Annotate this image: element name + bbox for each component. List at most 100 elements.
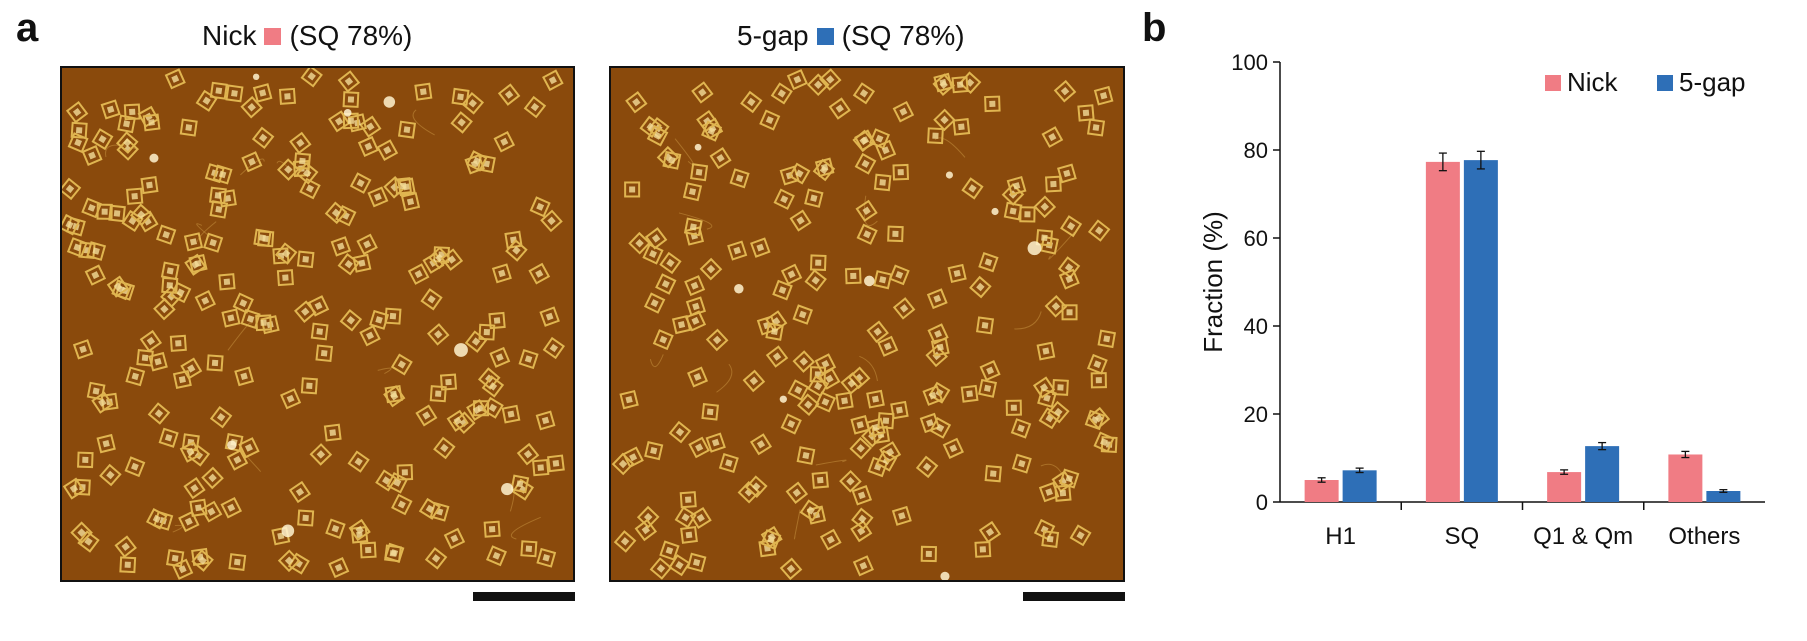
origami-tile <box>809 254 827 271</box>
origami-tile <box>252 83 273 103</box>
origami-tile <box>287 552 310 575</box>
origami-tile <box>684 275 706 297</box>
origami-tile <box>520 540 538 558</box>
panel-label-a: a <box>16 6 39 50</box>
origami-tile <box>169 281 192 304</box>
origami-tile <box>188 253 208 274</box>
origami-tile <box>195 89 218 112</box>
origami-tile <box>328 557 350 579</box>
bar <box>1425 161 1460 502</box>
origami-tile <box>659 540 680 561</box>
origami-tile <box>424 547 448 570</box>
origami-tile <box>540 209 563 233</box>
origami-tile <box>278 87 296 105</box>
origami-tile <box>828 97 851 120</box>
origami-tile <box>942 437 964 459</box>
origami-tile <box>91 391 114 414</box>
origami-tile <box>644 441 664 461</box>
origami-tile <box>701 403 719 421</box>
origami-tile <box>855 199 878 222</box>
origami-tile <box>542 69 564 92</box>
origami-tile <box>984 95 1001 113</box>
origami-tile <box>323 423 342 442</box>
legend-swatch <box>1545 75 1561 91</box>
origami-tile <box>158 427 179 448</box>
origami-tile <box>67 132 89 154</box>
origami-tile <box>339 309 363 332</box>
origami-tile <box>209 81 228 100</box>
origami-tile <box>481 375 505 398</box>
origami-tile <box>1069 524 1092 547</box>
origami-tile <box>183 477 206 500</box>
origami-tile <box>414 82 433 101</box>
origami-tile <box>690 163 709 182</box>
origami-tile <box>72 339 94 360</box>
origami-tile <box>359 324 381 347</box>
legend-swatch <box>1657 75 1673 91</box>
origami-tile <box>226 449 249 471</box>
origami-tile <box>856 223 878 245</box>
origami-tile <box>429 385 447 403</box>
origami-tile <box>542 336 565 360</box>
origami-tile <box>1005 399 1022 416</box>
origami-tile <box>879 441 902 464</box>
origami-tile <box>164 68 186 90</box>
origami-tile <box>532 458 550 477</box>
origami-tile <box>866 320 889 343</box>
legend-label: 5-gap <box>1679 67 1746 97</box>
origami-tile <box>348 518 371 542</box>
origami-tile <box>686 552 707 573</box>
origami-tile <box>685 296 707 317</box>
origami-tile <box>978 378 998 398</box>
origami-tile <box>1077 104 1095 122</box>
origami-tile <box>786 68 808 91</box>
origami-tile <box>384 384 403 404</box>
origami-tile <box>789 209 812 232</box>
origami-tile <box>529 196 551 218</box>
nick-color-swatch <box>264 27 282 45</box>
origami-tile <box>337 70 361 93</box>
origami-tile <box>760 529 782 551</box>
origami-tile <box>854 152 877 175</box>
origami-tile <box>770 82 793 105</box>
origami-tile <box>792 304 813 325</box>
origami-tile <box>849 437 873 460</box>
origami-tile <box>1010 418 1032 439</box>
origami-tile <box>225 84 244 103</box>
origami-tile <box>740 90 763 114</box>
origami-tile <box>792 350 816 373</box>
origami-tile <box>114 535 137 558</box>
origami-tile <box>852 82 876 105</box>
origami-tile <box>126 187 144 205</box>
origami-tile <box>415 404 438 427</box>
origami-tile <box>662 150 682 170</box>
origami-tile <box>117 114 136 134</box>
origami-tile <box>873 173 892 192</box>
origami-tile <box>799 499 822 522</box>
origami-tile <box>679 491 697 509</box>
origami-tile <box>927 127 944 145</box>
origami-tile <box>400 192 421 212</box>
origami-tile <box>547 454 565 473</box>
legend-label: Nick <box>1567 67 1619 97</box>
origami-tile <box>100 99 121 120</box>
origami-tile <box>160 261 180 281</box>
y-tick-label: 80 <box>1244 138 1268 163</box>
origami-tile <box>773 188 795 210</box>
origami-tile <box>274 242 298 265</box>
afm-title-5gap-name: 5-gap <box>737 20 809 51</box>
origami-tile <box>622 446 644 468</box>
origami-tile <box>466 150 488 172</box>
origami-tile <box>142 113 161 132</box>
origami-tile <box>932 73 956 96</box>
y-axis-label: Fraction (%) <box>1198 211 1228 353</box>
y-tick-label: 60 <box>1244 226 1268 251</box>
origami-tile <box>218 189 237 208</box>
origami-tile <box>866 389 885 409</box>
origami-tile <box>81 197 103 219</box>
origami-tile <box>330 236 352 257</box>
origami-tile <box>892 297 916 320</box>
bar <box>1585 446 1620 502</box>
origami-tile <box>70 121 88 139</box>
origami-tile <box>1045 175 1062 193</box>
